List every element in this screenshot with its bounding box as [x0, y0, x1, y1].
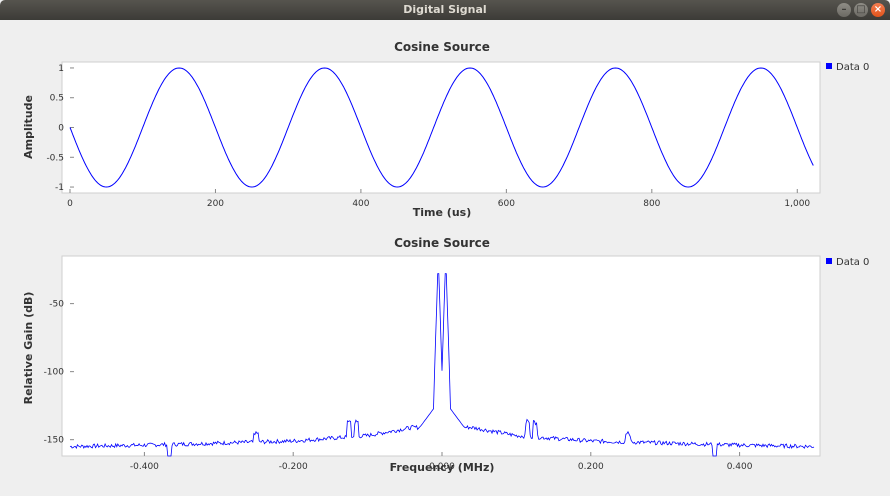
y-tick-label: -100	[44, 368, 65, 378]
x-tick-label: 800	[643, 199, 660, 209]
legend-entry[interactable]: Data 0	[836, 62, 869, 73]
series-data-0	[69, 67, 814, 188]
y-tick-label: -0.5	[46, 153, 64, 163]
plot-area[interactable]	[61, 255, 821, 457]
x-tick-label: 0.400	[727, 462, 753, 472]
x-axis-label: Frequency (MHz)	[390, 461, 495, 474]
y-axis-label: Amplitude	[22, 95, 35, 159]
series-data-0	[69, 273, 815, 457]
x-axis: -0.400 -0.200 0.000 0.200 0.400	[130, 452, 753, 472]
plot-title: Cosine Source	[394, 236, 490, 250]
plot-area[interactable]	[61, 61, 821, 194]
x-tick-label: -0.400	[130, 462, 159, 472]
x-tick-label: 0	[67, 199, 73, 209]
x-tick-label: 600	[498, 199, 515, 209]
plots-canvas: Cosine Source 1 0.5 0 -0.5 -1 0 200 400 600 800 1…	[22, 40, 869, 474]
y-tick-label: 0.5	[50, 94, 64, 104]
y-axis-label: Relative Gain (dB)	[22, 292, 35, 405]
window-controls: – □ ×	[837, 3, 885, 17]
x-tick-label: 0.200	[578, 462, 604, 472]
legend-entry[interactable]: Data 0	[836, 257, 869, 268]
minimize-icon[interactable]: –	[837, 3, 851, 17]
y-tick-label: 0	[58, 124, 64, 134]
x-tick-label: 400	[352, 199, 369, 209]
window-titlebar[interactable]: Digital Signal – □ ×	[0, 0, 890, 20]
x-tick-label: 200	[207, 199, 224, 209]
time-domain-plot[interactable]: Cosine Source 1 0.5 0 -0.5 -1 0 200 400 600 800 1…	[22, 40, 869, 219]
frequency-domain-plot[interactable]: Cosine Source -50 -100 -150 -0.400 -0.200 0.…	[22, 236, 869, 474]
x-tick-label: -0.200	[279, 462, 308, 472]
x-tick-label: 0.000	[429, 462, 455, 472]
window-client-area: Cosine Source 1 0.5 0 -0.5 -1 0 200 400 600 800 1…	[0, 20, 890, 496]
y-tick-label: 1	[58, 64, 64, 74]
y-axis: 1 0.5 0 -0.5 -1	[46, 64, 74, 193]
x-tick-label: 1,000	[784, 199, 810, 209]
y-axis: -50 -100 -150	[44, 300, 74, 446]
y-tick-label: -50	[49, 300, 64, 310]
window-title: Digital Signal	[403, 3, 487, 16]
legend-marker-icon	[826, 258, 832, 264]
close-icon[interactable]: ×	[871, 3, 885, 17]
plot-title: Cosine Source	[394, 40, 490, 54]
maximize-icon[interactable]: □	[854, 3, 868, 17]
legend-marker-icon	[826, 63, 832, 69]
x-axis: 0 200 400 600 800 1,000	[67, 189, 810, 209]
x-axis-label: Time (us)	[413, 206, 471, 219]
y-tick-label: -150	[44, 436, 65, 446]
y-tick-label: -1	[55, 183, 64, 193]
